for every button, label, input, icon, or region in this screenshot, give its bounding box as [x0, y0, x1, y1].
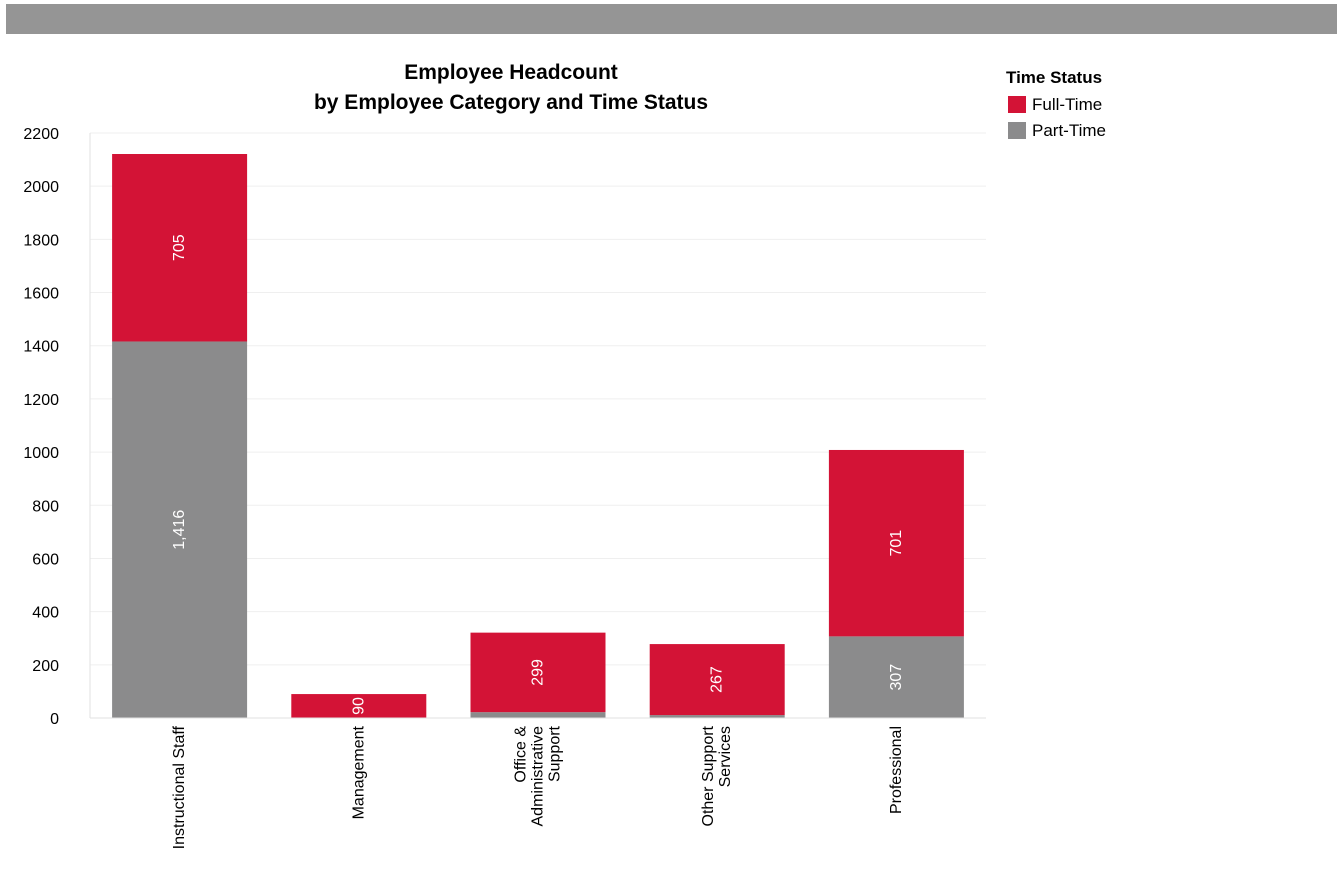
y-tick-label-1000: 1000	[23, 445, 59, 462]
legend-swatch-full-time	[1008, 96, 1026, 113]
bars	[112, 154, 964, 718]
y-tick-label-1600: 1600	[23, 286, 59, 303]
x-tick-label-line: Administrative	[530, 726, 547, 827]
x-tick-label-management: Management	[350, 725, 367, 819]
x-tick-label-line: Instructional Staff	[171, 725, 188, 849]
bar-label-professional-part-time: 307	[888, 664, 905, 691]
bar-label-instructional-staff-part-time: 1,416	[171, 510, 188, 550]
bar-office-and-administrative-support-part-time	[470, 712, 606, 718]
x-tick-label-line: Professional	[888, 726, 905, 814]
y-tick-label-2000: 2000	[23, 179, 59, 196]
chart-title-line-2: by Employee Category and Time Status	[314, 91, 708, 114]
y-tick-label-200: 200	[32, 658, 59, 675]
legend-label-part-time: Part-Time	[1032, 121, 1106, 140]
x-tick-label-line: Management	[350, 725, 367, 819]
bar-professional-part-time	[828, 636, 964, 718]
bar-other-support-services-full-time	[649, 644, 785, 716]
x-tick-label-line: Services	[717, 726, 734, 787]
y-tick-label-1200: 1200	[23, 392, 59, 409]
bar-label-professional-full-time: 701	[888, 530, 905, 557]
x-tick-label-office-and-administrative-support: Office & Administrative Support	[513, 725, 564, 826]
legend-swatch-part-time	[1008, 122, 1026, 139]
legend-title: Time Status	[1006, 68, 1102, 87]
x-axis: Instructional Staff Management Office & Adm…	[90, 717, 986, 849]
x-tick-label-instructional-staff: Instructional Staff	[171, 725, 188, 849]
bar-label-instructional-staff-full-time: 705	[171, 234, 188, 261]
bar-office-and-administrative-support-full-time	[470, 632, 606, 713]
header-bar	[6, 4, 1337, 34]
x-tick-label-line: Support	[547, 725, 564, 782]
legend-label-full-time: Full-Time	[1032, 95, 1102, 114]
bar-labels: 1,416 705 90 299 267 307 701	[171, 234, 905, 715]
bar-professional-full-time	[828, 449, 964, 637]
y-tick-label-1400: 1400	[23, 339, 59, 356]
bar-instructional-staff-part-time	[112, 341, 248, 718]
bar-label-office-and-administrative-support-full-time: 299	[530, 659, 547, 686]
chart-title-line-1: Employee Headcount	[404, 61, 618, 84]
y-tick-label-600: 600	[32, 551, 59, 568]
bar-label-other-support-services-full-time: 267	[709, 666, 726, 693]
y-tick-label-2200: 2200	[23, 126, 59, 143]
y-tick-label-0: 0	[50, 711, 59, 728]
y-tick-label-1800: 1800	[23, 232, 59, 249]
y-axis: 0 200 400 600 800 1000 1200 1400 1600 1800 2000 220…	[23, 126, 91, 728]
chart-title: Employee Headcount by Employee Category …	[314, 61, 708, 114]
bar-management-full-time	[291, 694, 427, 718]
y-tick-label-800: 800	[32, 498, 59, 515]
y-tick-label-400: 400	[32, 605, 59, 622]
bar-other-support-services-part-time	[649, 715, 785, 718]
legend: Time Status Full-Time Part-Time	[1006, 68, 1106, 140]
x-tick-label-line: Office &	[513, 726, 530, 783]
bar-label-management-full-time: 90	[350, 697, 367, 715]
x-tick-label-other-support-services: Other Support Services	[700, 725, 734, 826]
x-tick-label-line: Other Support	[700, 725, 717, 826]
x-tick-label-professional: Professional	[888, 726, 905, 814]
bar-instructional-staff-full-time	[112, 154, 248, 342]
